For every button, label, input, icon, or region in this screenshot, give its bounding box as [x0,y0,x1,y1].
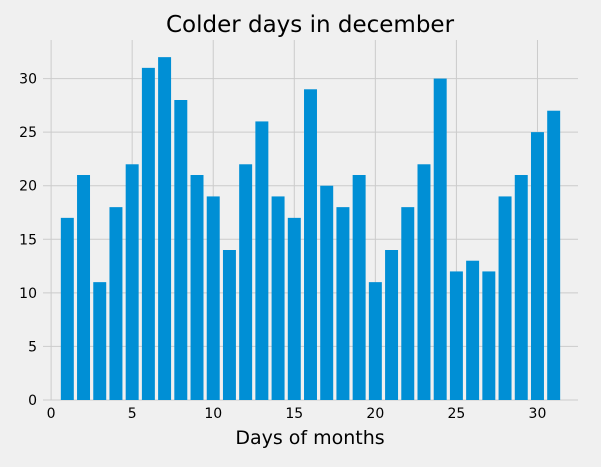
y-tick-label: 20 [19,179,37,195]
bar [433,78,447,401]
y-tick-label: 30 [19,72,37,88]
bar [158,57,172,401]
bar [466,260,480,400]
bar [222,250,236,400]
bar [352,175,366,400]
x-tick-label: 10 [204,406,222,422]
bar [174,100,188,400]
x-axis-label: Days of months [235,427,384,449]
bar [287,217,301,400]
x-tick-label: 0 [47,406,56,422]
x-tick-labels: 0 5 10 15 20 25 30 [47,406,547,422]
bar [60,217,74,400]
chart-title: Colder days in december [166,12,455,38]
x-tick-label: 20 [366,406,384,422]
bar [385,250,399,400]
bar [547,110,561,400]
bar [498,196,512,400]
x-tick-label: 25 [447,406,465,422]
x-tick-label: 15 [285,406,303,422]
y-tick-label: 5 [28,339,37,355]
bar [109,207,123,400]
bar [368,282,382,400]
bar [255,121,269,400]
y-tick-label: 25 [19,125,37,141]
bar [206,196,220,400]
bar [125,164,139,400]
bar [401,207,415,400]
y-tick-labels: 0 5 10 15 20 25 30 [19,72,37,409]
bar [77,175,91,400]
bar [417,164,431,400]
x-tick-label: 30 [529,406,547,422]
x-tick-label: 5 [128,406,137,422]
bar [304,89,317,401]
y-tick-label: 15 [19,232,37,248]
bar [514,175,528,400]
bar [93,282,107,400]
bars [60,57,561,401]
bar [239,164,253,400]
y-tick-label: 10 [19,286,37,302]
bar [190,175,204,400]
bar [271,196,285,400]
bar [141,67,155,400]
bar [449,271,463,400]
y-tick-label: 0 [28,393,37,409]
bar [320,185,334,400]
bar [482,271,496,400]
bar [336,207,350,400]
bar [530,132,544,400]
